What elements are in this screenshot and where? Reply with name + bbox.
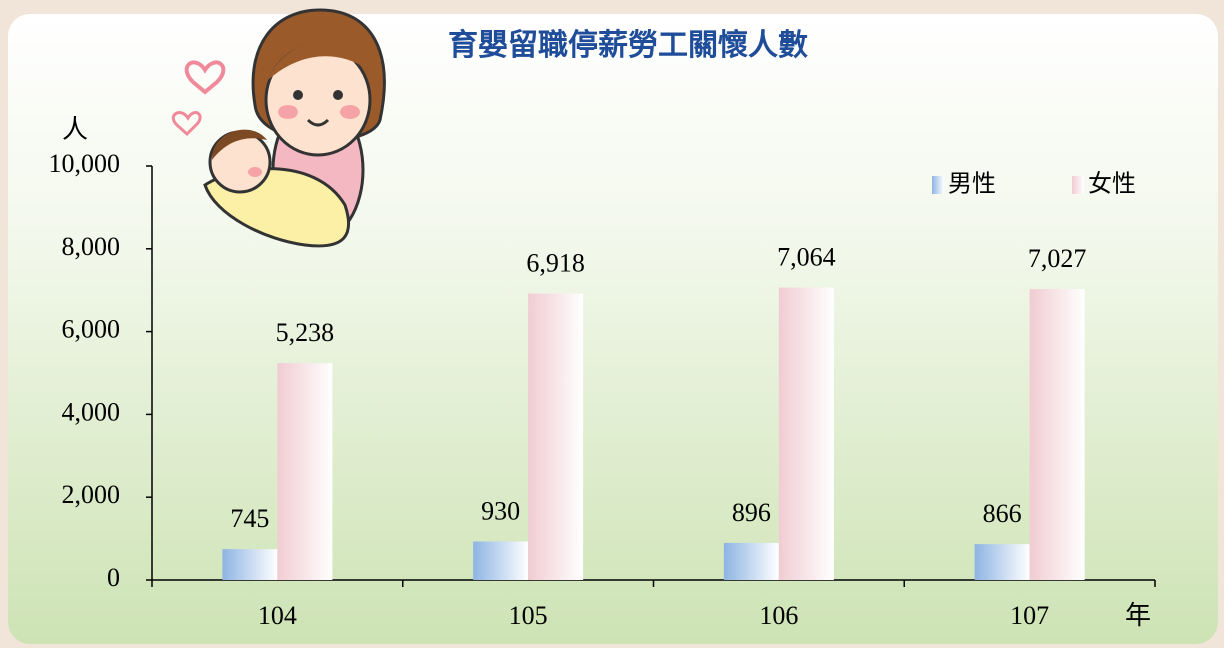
data-label: 896: [732, 498, 771, 527]
bar: [222, 549, 278, 580]
bar: [723, 542, 779, 580]
y-axis-label: 人: [62, 115, 88, 144]
chart-title: 育嬰留職停薪勞工關懷人數: [448, 28, 808, 62]
illustration: [171, 8, 386, 248]
x-tick-label: 106: [759, 601, 798, 630]
bar: [277, 363, 333, 580]
bar: [528, 293, 584, 580]
x-tick-label: 104: [258, 601, 297, 630]
data-label: 7,027: [1028, 244, 1087, 273]
bar: [473, 541, 529, 580]
bar: [974, 544, 1030, 580]
y-tick-label: 4,000: [62, 397, 121, 426]
legend-swatch: [1072, 176, 1084, 194]
data-label: 7,064: [777, 243, 836, 272]
data-label: 866: [983, 499, 1022, 528]
x-tick-label: 105: [509, 601, 548, 630]
bar: [778, 287, 834, 580]
data-label: 6,918: [526, 249, 585, 278]
legend-swatch: [932, 176, 944, 194]
data-label: 745: [230, 504, 269, 533]
y-tick-label: 10,000: [49, 149, 121, 178]
bar: [1029, 289, 1085, 580]
legend-label: 女性: [1088, 171, 1136, 198]
data-label: 5,238: [276, 318, 335, 347]
y-tick-label: 6,000: [62, 315, 121, 344]
legend-label: 男性: [948, 171, 996, 198]
y-tick-label: 0: [107, 563, 120, 592]
y-tick-label: 2,000: [62, 480, 121, 509]
y-tick-label: 8,000: [62, 232, 121, 261]
x-tick-label: 107: [1010, 601, 1049, 630]
data-label: 930: [481, 496, 520, 525]
x-axis-label: 年: [1125, 601, 1151, 630]
